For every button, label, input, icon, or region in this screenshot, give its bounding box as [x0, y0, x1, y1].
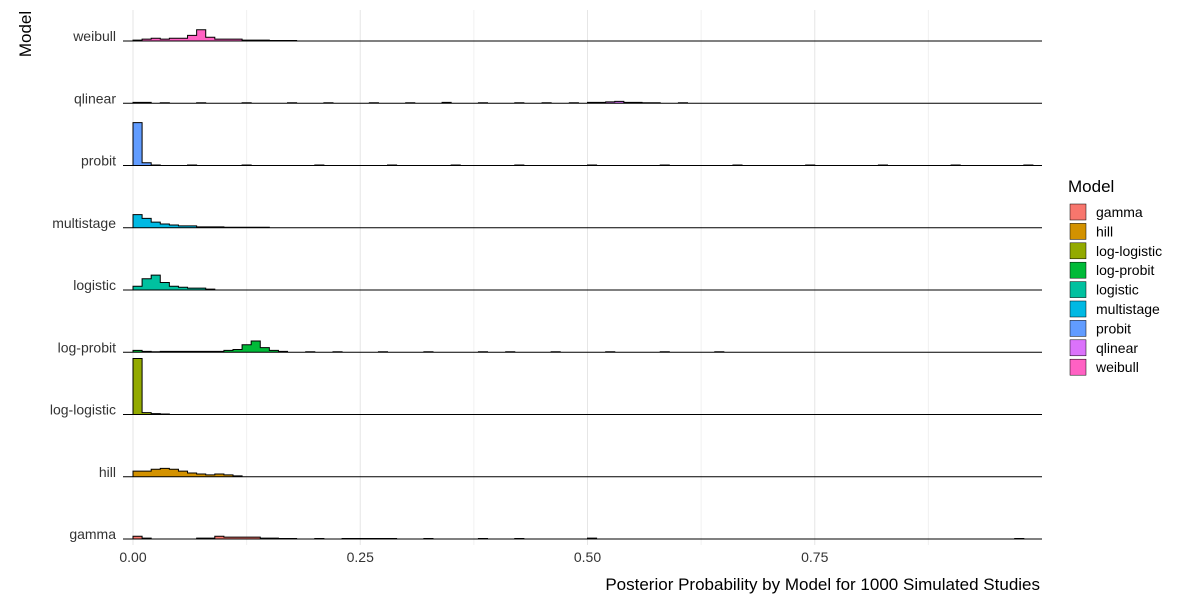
- legend-label-logistic: logistic: [1096, 282, 1139, 298]
- y-tick-label-log-probit: log-probit: [58, 339, 116, 355]
- histogram-qlinear: [123, 100, 1042, 104]
- y-axis-title: Model: [16, 11, 35, 57]
- x-tick-labels: 0.00 0.25 0.50 0.75: [119, 549, 828, 565]
- y-tick-label-multistage: multistage: [52, 215, 116, 231]
- x-tick-label: 0.75: [801, 549, 828, 565]
- legend-label-hill: hill: [1096, 223, 1113, 239]
- y-tick-label-log-logistic: log-logistic: [50, 402, 116, 418]
- ridge-hill: [123, 467, 1042, 478]
- legend-label-weibull: weibull: [1095, 359, 1139, 375]
- legend-swatch-logistic: [1069, 281, 1087, 298]
- y-tick-label-qlinear: qlinear: [74, 90, 116, 106]
- y-tick-label-hill: hill: [99, 464, 116, 480]
- y-tick-label-weibull: weibull: [72, 28, 116, 44]
- legend-swatch-probit: [1069, 320, 1087, 337]
- histogram-hill: [123, 467, 1042, 478]
- grid-lines: [132, 10, 929, 545]
- ridge-probit: [123, 122, 1042, 166]
- y-tick-label-logistic: logistic: [73, 277, 116, 293]
- histogram-log-logistic: [123, 358, 1042, 415]
- histogram-probit: [123, 122, 1042, 166]
- histogram-multistage: [123, 214, 1042, 229]
- legend-label-gamma: gamma: [1096, 204, 1143, 220]
- y-tick-label-gamma: gamma: [69, 526, 116, 542]
- ridge-log-logistic: [123, 358, 1042, 415]
- x-tick-label: 0.00: [119, 549, 146, 565]
- legend-label-log-logistic: log-logistic: [1096, 243, 1162, 259]
- ridge-logistic: [123, 274, 1042, 291]
- legend-title: Model: [1068, 177, 1114, 196]
- legend-swatch-log-logistic: [1069, 242, 1087, 260]
- x-axis-title: Posterior Probability by Model for 1000 …: [605, 575, 1040, 594]
- legend-label-probit: probit: [1096, 320, 1131, 336]
- x-tick-label: 0.25: [347, 549, 374, 565]
- legend-swatch-hill: [1069, 223, 1087, 240]
- histogram-log-probit: [123, 340, 1042, 353]
- histogram-weibull: [123, 29, 1042, 42]
- legend-label-multistage: multistage: [1096, 301, 1160, 317]
- ridge-weibull: [123, 29, 1042, 42]
- legend-swatch-weibull: [1069, 358, 1087, 376]
- ridge-multistage: [123, 214, 1042, 229]
- legend-swatch-gamma: [1069, 203, 1087, 221]
- legend-swatch-multistage: [1069, 300, 1087, 318]
- y-tick-label-probit: probit: [81, 153, 116, 169]
- x-tick-label: 0.50: [574, 549, 601, 565]
- legend: Model gamma hill log-logistic log-probit log…: [1068, 177, 1162, 376]
- ridge-qlinear: [123, 100, 1042, 104]
- histogram-gamma: [123, 535, 1042, 540]
- ridge-log-probit: [123, 340, 1042, 353]
- legend-swatch-qlinear: [1069, 339, 1087, 357]
- y-tick-labels: weibull qlinear probit multistage logistic lo…: [50, 28, 116, 542]
- legend-label-qlinear: qlinear: [1096, 340, 1138, 356]
- ridges: [123, 29, 1042, 540]
- histogram-logistic: [123, 274, 1042, 291]
- legend-label-log-probit: log-probit: [1096, 262, 1154, 278]
- ridge-gamma: [123, 535, 1042, 540]
- legend-swatch-log-probit: [1069, 261, 1087, 279]
